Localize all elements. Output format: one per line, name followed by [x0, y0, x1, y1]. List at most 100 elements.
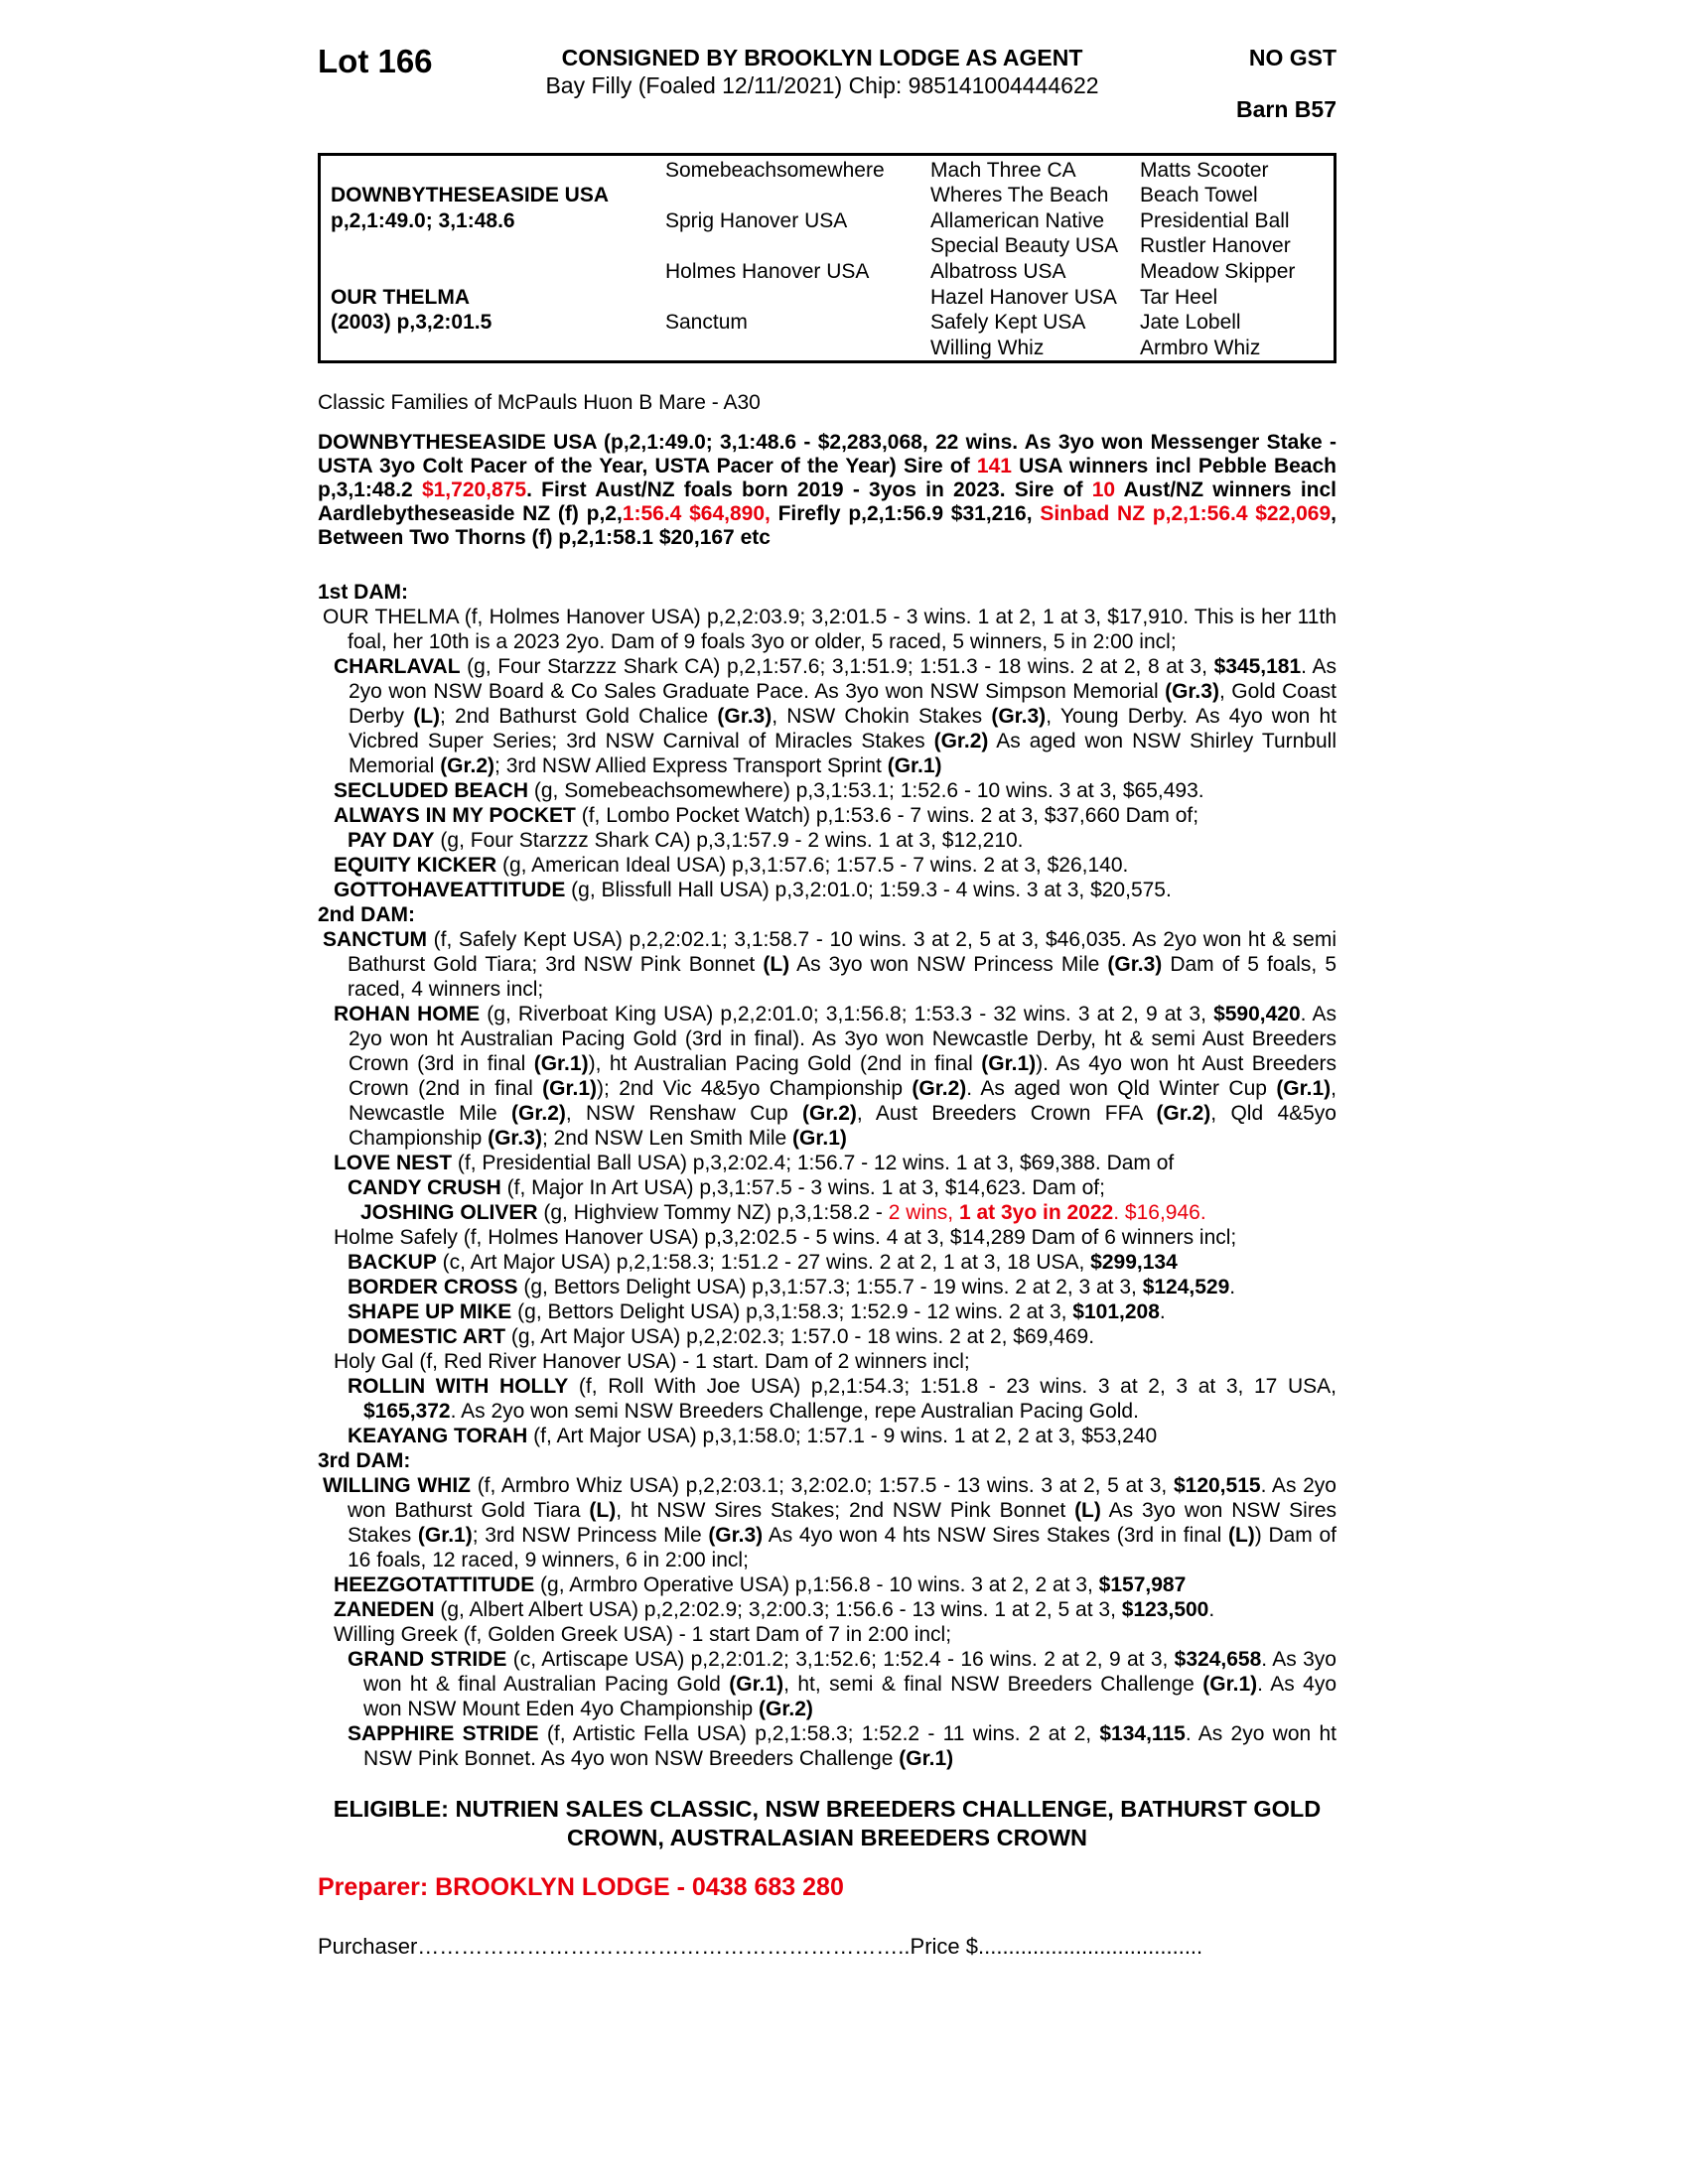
text-run: (Gr.1): [981, 1052, 1037, 1075]
text-run: (L): [413, 705, 441, 728]
text-run: (Gr.2): [759, 1698, 813, 1720]
text-run: (Gr.2): [440, 754, 495, 777]
text-run: (Gr.1): [1202, 1673, 1258, 1696]
pedigree-entry: DOMESTIC ART (g, Art Major USA) p,2,2:02…: [318, 1324, 1336, 1349]
text-run: $124,529: [1142, 1276, 1230, 1298]
text-run: $165,372: [363, 1400, 451, 1423]
pedigree-table: Somebeachsomewhere Mach Three CA Matts Sco…: [318, 153, 1336, 363]
pedigree-ancestor-cell: Rustler Hanover: [1140, 234, 1291, 258]
pedigree-ancestor-cell: [665, 233, 930, 259]
text-run: $123,500: [1121, 1598, 1209, 1621]
text-run: LOVE NEST: [334, 1152, 453, 1174]
text-run: (g, Four Starzzz Shark CA) p,2,1:57.6; 3…: [460, 655, 1214, 678]
price-dots: .....................................: [978, 1934, 1203, 1959]
text-run: , NSW Chokin Stakes: [772, 705, 992, 728]
text-run: Holme Safely (f, Holmes Hanover USA) p,3…: [334, 1226, 1237, 1249]
text-run: (Gr.3): [488, 1127, 542, 1150]
pedigree-entry: SECLUDED BEACH (g, Somebeachsomewhere) p…: [318, 778, 1336, 803]
pedigree-entry: SANCTUM (f, Safely Kept USA) p,2,2:02.1;…: [318, 927, 1336, 1002]
pedigree-entry: ALWAYS IN MY POCKET (f, Lombo Pocket Wat…: [318, 803, 1336, 828]
text-run: (Gr.3): [708, 1524, 764, 1547]
text-run: JOSHING OLIVER: [360, 1201, 538, 1224]
pedigree-ancestor-cell: Armbro Whiz: [1140, 336, 1261, 359]
pedigree-ancestor-cell: Sanctum: [665, 311, 748, 335]
text-run: 1 at 3yo in 2022: [958, 1201, 1114, 1224]
text-run: USA winners incl Pebble Beach p,3,1:48.2: [318, 455, 1336, 501]
text-run: (L): [1074, 1499, 1101, 1522]
text-run: (Gr.2): [933, 730, 989, 752]
text-run: SANCTUM: [323, 928, 427, 951]
pedigree-entry: HEEZGOTATTITUDE (g, Armbro Operative USA…: [318, 1572, 1336, 1597]
text-run: (f, Roll With Joe USA) p,2,1:54.3; 1:51.…: [568, 1375, 1336, 1398]
text-run: CHARLAVAL: [334, 655, 461, 678]
pedigree-ancestor-cell: Jate Lobell: [1140, 311, 1241, 335]
dam-header: 2nd DAM:: [318, 903, 415, 926]
dam-header: 3rd DAM:: [318, 1449, 411, 1472]
pedigree-entry: SHAPE UP MIKE (g, Bettors Delight USA) p…: [318, 1299, 1336, 1324]
pedigree-ancestor-cell: [665, 183, 930, 208]
pedigree-ancestor-cell: [665, 285, 930, 311]
text-run: SHAPE UP MIKE: [348, 1300, 512, 1323]
pedigree-entry: ZANEDEN (g, Albert Albert USA) p,2,2:02.…: [318, 1597, 1336, 1622]
pedigree-principal-cell: [331, 158, 665, 184]
text-run: (c, Art Major USA) p,2,1:58.3; 1:51.2 - …: [436, 1251, 1091, 1274]
pedigree-principal-cell: [331, 336, 665, 361]
text-run: ; 2nd Bathurst Gold Chalice: [440, 705, 718, 728]
text-run: Dam of 5 foals, 5 raced, 4 winners incl;: [348, 953, 1336, 1001]
text-run: (f, Artistic Fella USA) p,2,1:58.3; 1:52…: [538, 1722, 1100, 1745]
text-run: ROLLIN WITH HOLLY: [348, 1375, 569, 1398]
text-run: BORDER CROSS: [348, 1276, 518, 1298]
pedigree-entry: CHARLAVAL (g, Four Starzzz Shark CA) p,2…: [318, 654, 1336, 778]
text-run: BACKUP: [348, 1251, 437, 1274]
text-run: . As 2yo won ht Australian Pacing Gold (…: [349, 1003, 1336, 1075]
text-run: ZANEDEN: [334, 1598, 435, 1621]
text-run: CANDY CRUSH: [348, 1176, 501, 1199]
pedigree-ancestor-cell: Safely Kept USA: [930, 311, 1086, 335]
text-run: As aged won NSW Shirley Turnbull Memoria…: [349, 730, 1336, 777]
pedigree-principal-cell: [331, 233, 665, 259]
text-run: (Gr.1): [792, 1127, 847, 1150]
text-run: SECLUDED BEACH: [334, 779, 529, 802]
text-run: (f, Armbro Whiz USA) p,2,2:03.1; 3,2:02.…: [471, 1474, 1174, 1497]
pedigree-principal-cell: DOWNBYTHESEASIDE USA: [331, 184, 610, 207]
text-run: HEEZGOTATTITUDE: [334, 1573, 535, 1596]
text-run: , ht NSW Sires Stakes; 2nd NSW Pink Bonn…: [616, 1499, 1075, 1522]
purchaser-line: Purchaser…………………………………………………………..Price $…: [318, 1934, 1336, 1959]
text-run: OUR THELMA (f, Holmes Hanover USA) p,2,2…: [323, 606, 1336, 653]
text-run: (Gr.1): [417, 1524, 473, 1547]
text-run: . As 2yo won ht NSW Pink Bonnet. As 4yo …: [363, 1722, 1336, 1770]
text-run: (Gr.3): [991, 705, 1047, 728]
text-run: Holy Gal (f, Red River Hanover USA) - 1 …: [334, 1350, 970, 1373]
text-run: Willing Greek (f, Golden Greek USA) - 1 …: [334, 1623, 952, 1646]
text-run: (g, Albert Albert USA) p,2,2:02.9; 3,2:0…: [434, 1598, 1122, 1621]
preparer-line: Preparer: BROOKLYN LODGE - 0438 683 280: [318, 1873, 844, 1901]
text-run: ). As 4yo won ht Aust Breeders Crown (2n…: [349, 1052, 1336, 1100]
text-run: (Gr.3): [1165, 680, 1219, 703]
text-run: . As 2yo won Bathurst Gold Tiara: [348, 1474, 1336, 1522]
pedigree-entry: Holy Gal (f, Red River Hanover USA) - 1 …: [318, 1349, 1336, 1374]
text-run: $345,181: [1213, 655, 1302, 678]
text-run: (L): [589, 1499, 617, 1522]
text-run: As 3yo won NSW Sires Stakes: [348, 1499, 1336, 1547]
pedigree-ancestor-cell: [665, 336, 930, 361]
text-run: . As 2yo won NSW Board & Co Sales Gradua…: [349, 655, 1336, 703]
text-run: , Young Derby. As 4yo won ht Vicbred Sup…: [349, 705, 1337, 752]
pedigree-entry: GOTTOHAVEATTITUDE (g, Blissfull Hall USA…: [318, 878, 1336, 902]
text-run: (Gr.1): [533, 1052, 589, 1075]
text-run: EQUITY KICKER: [334, 854, 497, 877]
pedigree-entry: GRAND STRIDE (c, Artiscape USA) p,2,2:01…: [318, 1647, 1336, 1721]
pedigree-entry: JOSHING OLIVER (g, Highview Tommy NZ) p,…: [318, 1200, 1336, 1225]
pedigree-entry: ROLLIN WITH HOLLY (f, Roll With Joe USA)…: [318, 1374, 1336, 1424]
text-run: (f, Art Major USA) p,3,1:58.0; 1:57.1 - …: [527, 1425, 1158, 1447]
text-run: (Gr.2): [802, 1102, 857, 1125]
text-run: , Qld 4&5yo Championship: [349, 1102, 1336, 1150]
text-run: $590,420: [1213, 1003, 1301, 1025]
text-run: (f, Lombo Pocket Watch) p,1:53.6 - 7 win…: [575, 804, 1199, 827]
pedigree-entry: Willing Greek (f, Golden Greek USA) - 1 …: [318, 1622, 1336, 1647]
text-run: GRAND STRIDE: [348, 1648, 507, 1671]
pedigree-ancestor-cell: Somebeachsomewhere: [665, 158, 885, 182]
pedigree-entry: Holme Safely (f, Holmes Hanover USA) p,3…: [318, 1225, 1336, 1250]
pedigree-entry: ROHAN HOME (g, Riverboat King USA) p,2,2…: [318, 1002, 1336, 1151]
text-run: WILLING WHIZ: [323, 1474, 471, 1497]
